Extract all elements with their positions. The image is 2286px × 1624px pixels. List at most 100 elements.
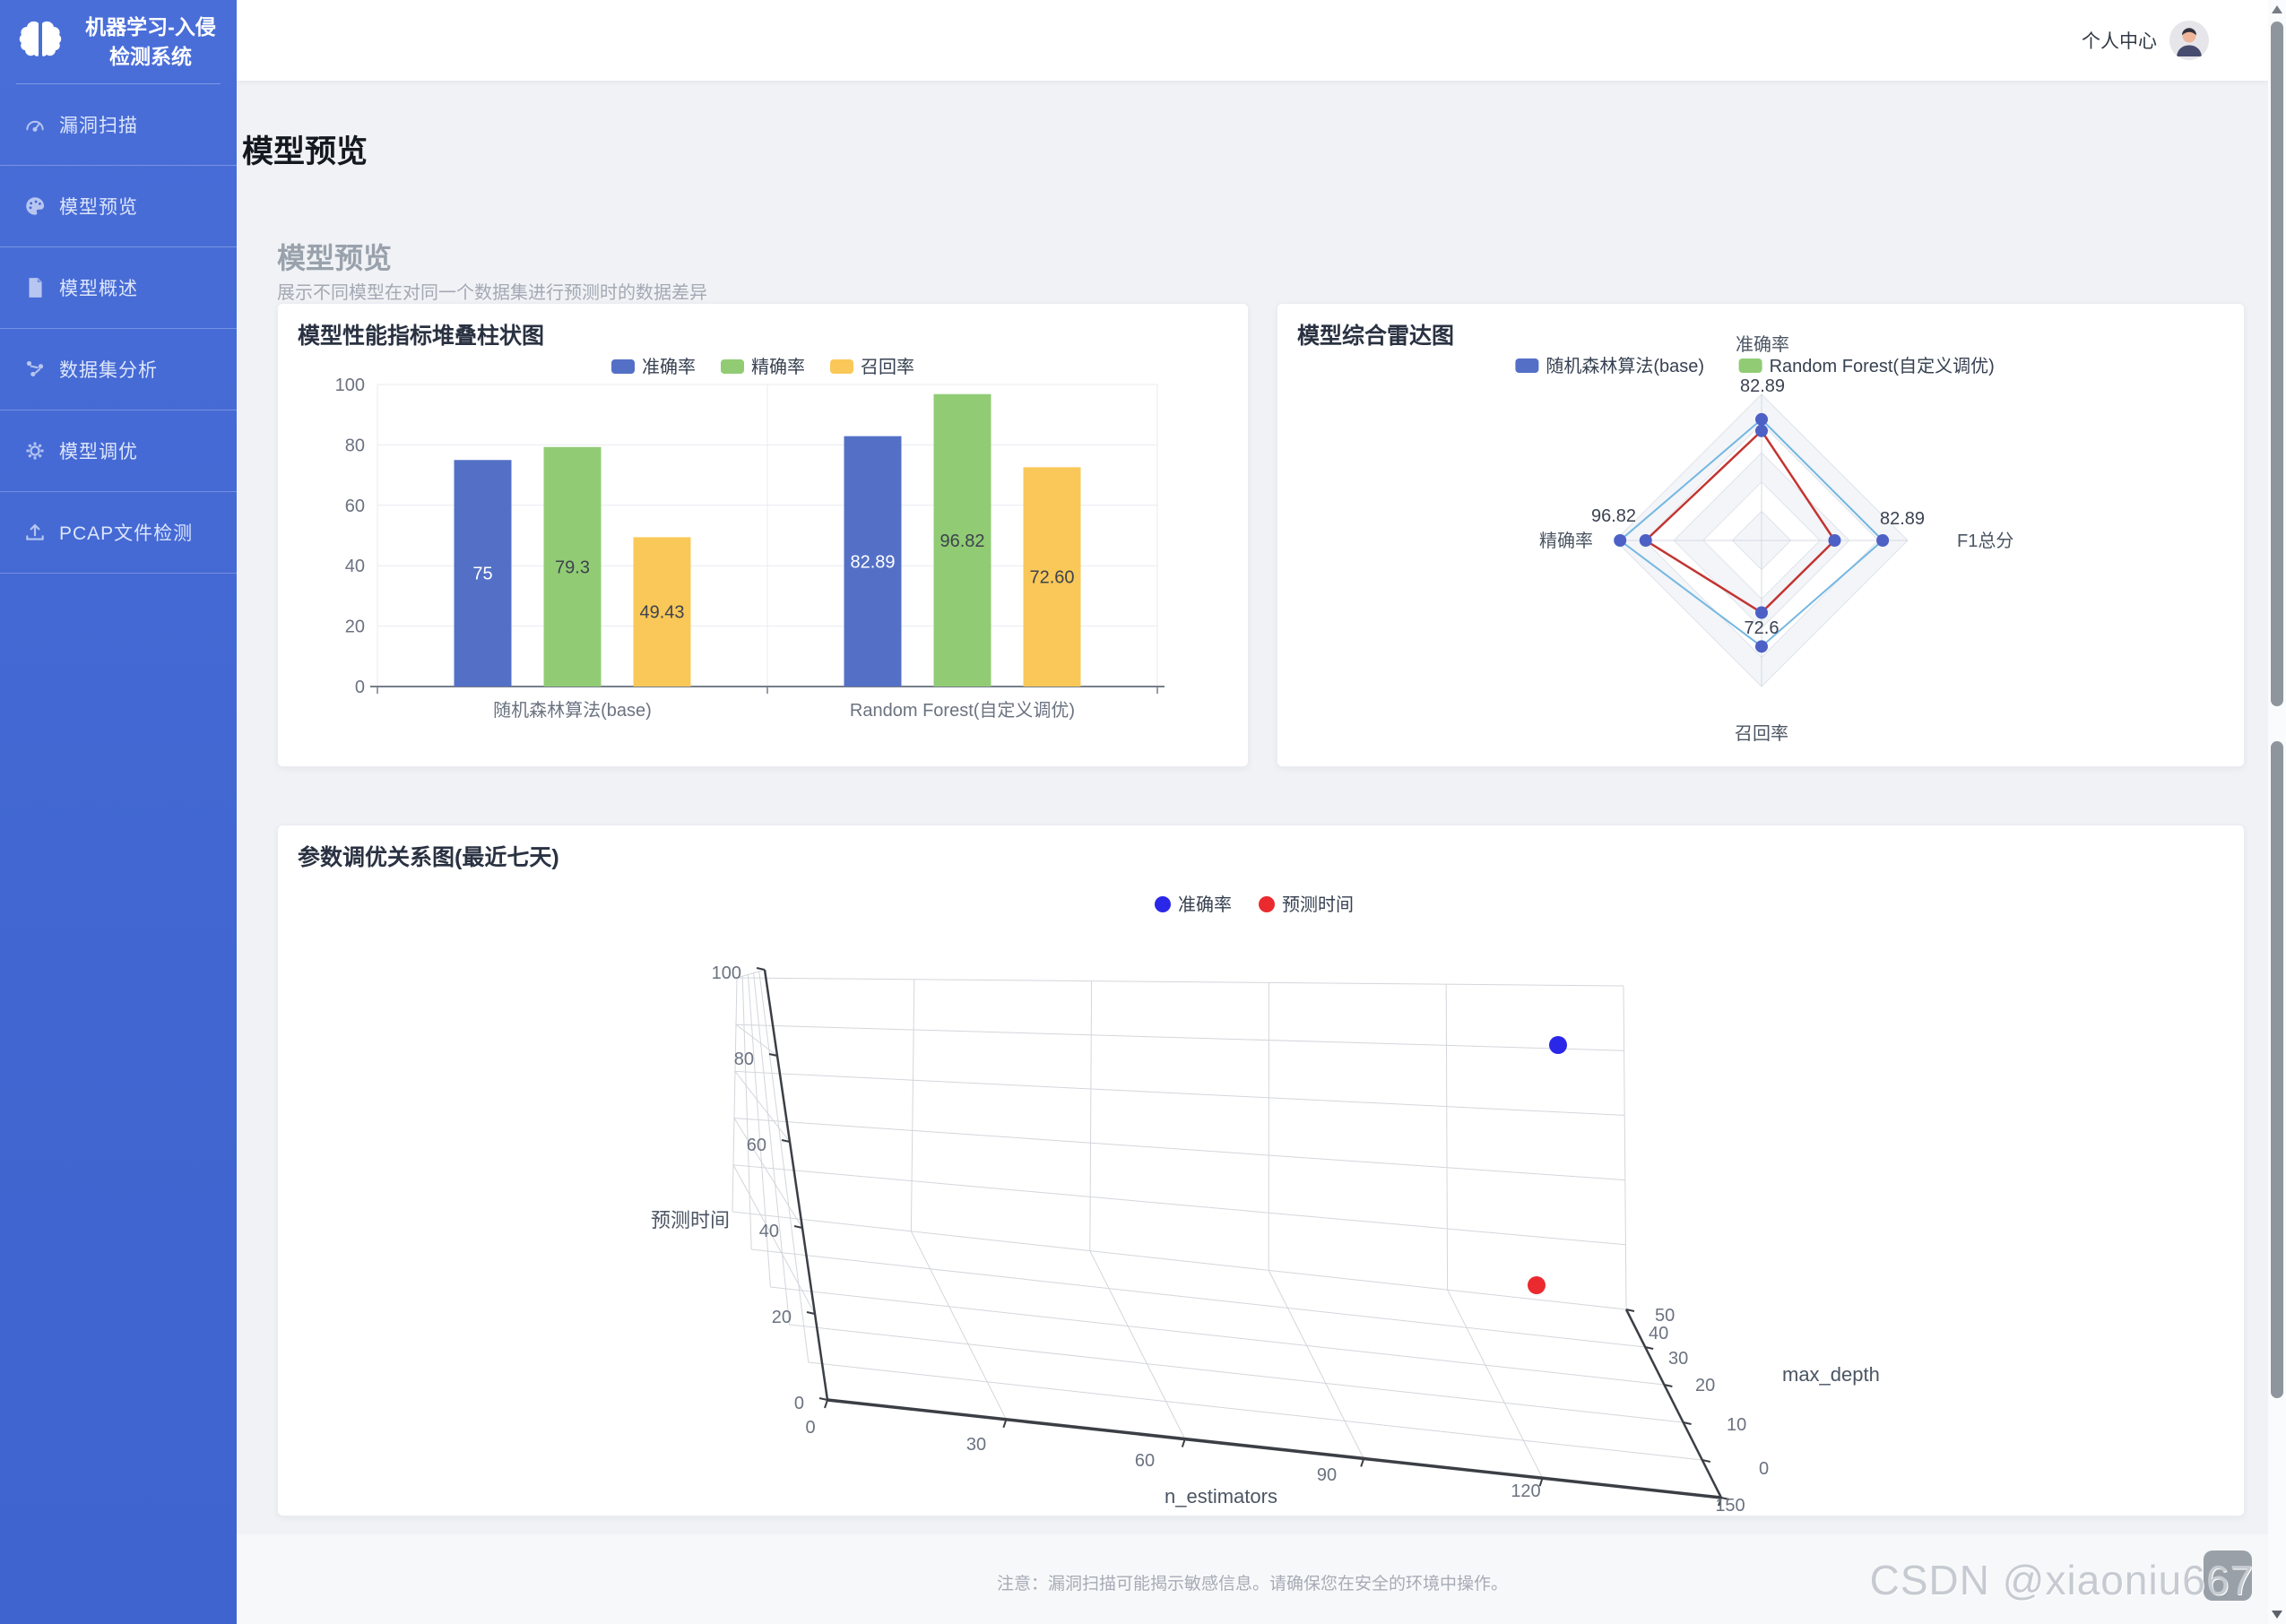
app-title-line1: 机器学习-入侵	[85, 15, 216, 39]
document-icon	[23, 276, 47, 299]
app-logo-row: 机器学习-入侵 检测系统	[0, 0, 237, 83]
svg-text:精确率: 精确率	[751, 357, 805, 377]
svg-text:100: 100	[335, 376, 365, 395]
gear-icon	[23, 439, 47, 462]
svg-text:准确率: 准确率	[642, 357, 696, 377]
scrollbar-down-icon[interactable]	[2272, 1611, 2282, 1619]
watermark: CSDN @xiaoniu667	[1869, 1557, 2254, 1603]
svg-text:82.89: 82.89	[850, 552, 895, 572]
sidebar-item-dataset-analysis[interactable]: 数据集分析	[0, 329, 237, 410]
svg-text:20: 20	[1695, 1376, 1715, 1395]
sidebar-item-label: 数据集分析	[59, 359, 158, 381]
svg-text:随机森林算法(base): 随机森林算法(base)	[493, 700, 652, 721]
app-title-line2: 检测系统	[109, 45, 192, 69]
radar-chart-card: 模型综合雷达图 82.89 82.89 72.6 96.82 准确率 F1总分召回率 精确率…	[1277, 303, 2245, 767]
svg-text:准确率: 准确率	[1736, 334, 1789, 355]
scatter3d-chart-title: 参数调优关系图(最近七天)	[298, 845, 559, 870]
profile-label: 个人中心	[2082, 31, 2157, 52]
svg-text:20: 20	[772, 1308, 792, 1327]
svg-text:80: 80	[734, 1050, 754, 1069]
svg-text:Random Forest(自定义调优): Random Forest(自定义调优)	[1770, 356, 1995, 376]
footer-strip	[237, 1534, 2268, 1624]
svg-text:60: 60	[345, 497, 365, 516]
svg-text:30: 30	[966, 1435, 986, 1455]
svg-text:79.3: 79.3	[555, 557, 590, 577]
sidebar: 机器学习-入侵 检测系统 漏洞扫描 模型预览	[0, 0, 237, 1624]
scrollbar[interactable]	[2268, 0, 2286, 1624]
sidebar-item-label: 漏洞扫描	[59, 115, 138, 136]
svg-text:60: 60	[1135, 1451, 1155, 1471]
bar-chart-title: 模型性能指标堆叠柱状图	[298, 324, 545, 349]
svg-text:82.89: 82.89	[1880, 509, 1925, 529]
svg-text:Random Forest(自定义调优): Random Forest(自定义调优)	[850, 700, 1075, 721]
svg-text:F1总分: F1总分	[1957, 531, 2013, 551]
gauge-icon	[23, 113, 47, 136]
svg-text:max_depth: max_depth	[1782, 1363, 1880, 1386]
svg-text:82.89: 82.89	[1740, 376, 1785, 396]
svg-text:72.6: 72.6	[1745, 618, 1779, 638]
radar-chart-title: 模型综合雷达图	[1297, 324, 1455, 349]
svg-text:10: 10	[1727, 1415, 1746, 1435]
sidebar-item-label: 模型预览	[59, 196, 138, 218]
app-title: 机器学习-入侵 检测系统	[77, 13, 224, 73]
svg-text:80: 80	[345, 436, 365, 455]
svg-text:20: 20	[345, 618, 365, 637]
topbar: 个人中心	[237, 0, 2268, 81]
dataset-icon	[23, 358, 47, 381]
page-title: 模型预览	[242, 134, 368, 170]
svg-text:精确率: 精确率	[1539, 531, 1593, 551]
svg-text:30: 30	[1668, 1349, 1688, 1369]
svg-text:预测时间: 预测时间	[1282, 894, 1354, 915]
sidebar-item-label: PCAP文件检测	[59, 523, 194, 544]
sidebar-menu: 漏洞扫描 模型预览 模型概述	[0, 84, 237, 574]
scatter3d-chart-card: 参数调优关系图(最近七天) 0 20 40 60 80 100 0 30 60 90 120 150 0…	[277, 825, 2245, 1516]
svg-text:40: 40	[1649, 1324, 1668, 1343]
sidebar-item-pcap-detect[interactable]: PCAP文件检测	[0, 492, 237, 574]
bar-chart[interactable]: 0 20 40 60 80 100 75 82.89 79.3 96.82 49.43 72.60 随机…	[278, 304, 1248, 766]
svg-text:准确率: 准确率	[1178, 894, 1232, 915]
sidebar-item-label: 模型调优	[59, 441, 138, 462]
profile-menu[interactable]: 个人中心	[2082, 0, 2209, 81]
svg-text:预测时间: 预测时间	[651, 1209, 730, 1231]
scrollbar-thumb[interactable]	[2271, 22, 2283, 706]
avatar[interactable]	[2169, 21, 2209, 60]
sidebar-divider	[16, 82, 221, 84]
svg-text:n_estimators: n_estimators	[1165, 1485, 1277, 1507]
svg-text:召回率: 召回率	[1735, 723, 1788, 744]
back-to-top-button[interactable]	[2204, 1551, 2252, 1601]
svg-text:72.60: 72.60	[1029, 568, 1074, 588]
sidebar-item-model-tuning[interactable]: 模型调优	[0, 410, 237, 492]
svg-text:96.82: 96.82	[1591, 506, 1636, 526]
brain-logo-icon	[13, 18, 68, 67]
svg-text:0: 0	[805, 1418, 815, 1438]
svg-text:召回率: 召回率	[861, 357, 914, 377]
footer-note: 注意：漏洞扫描可能揭示敏感信息。请确保您在安全的环境中操作。	[996, 1575, 1508, 1594]
svg-text:90: 90	[1317, 1465, 1337, 1485]
svg-text:60: 60	[747, 1136, 766, 1155]
sidebar-item-label: 模型概述	[59, 278, 138, 299]
svg-text:49.43: 49.43	[639, 603, 684, 623]
svg-text:150: 150	[1715, 1496, 1745, 1516]
scatter3d-chart[interactable]: 020406080100030609012015001020304050n_es…	[278, 825, 2244, 1516]
svg-text:96.82: 96.82	[940, 531, 984, 551]
svg-text:0: 0	[1759, 1459, 1769, 1479]
svg-text:0: 0	[355, 678, 365, 697]
svg-text:40: 40	[759, 1222, 779, 1241]
svg-text:40: 40	[345, 557, 365, 576]
svg-text:50: 50	[1655, 1306, 1675, 1326]
section-subtitle: 展示不同模型在对同一个数据集进行预测时的数据差异	[277, 283, 707, 303]
svg-text:120: 120	[1511, 1481, 1540, 1501]
svg-text:随机森林算法(base): 随机森林算法(base)	[1546, 356, 1704, 376]
sidebar-item-model-preview[interactable]: 模型预览	[0, 166, 237, 247]
sidebar-item-model-overview[interactable]: 模型概述	[0, 247, 237, 329]
section-title: 模型预览	[277, 241, 393, 274]
svg-text:0: 0	[794, 1394, 804, 1413]
sidebar-item-vuln-scan[interactable]: 漏洞扫描	[0, 84, 237, 166]
upload-icon	[23, 521, 47, 544]
bar-chart-card: 模型性能指标堆叠柱状图 0 20 40 60 80 100 75 82.89 79.3 96.82…	[277, 303, 1249, 767]
scrollbar-thumb-2[interactable]	[2271, 741, 2283, 1398]
scrollbar-up-icon[interactable]	[2272, 5, 2282, 13]
svg-text:100: 100	[712, 963, 741, 983]
svg-text:75: 75	[472, 565, 492, 584]
